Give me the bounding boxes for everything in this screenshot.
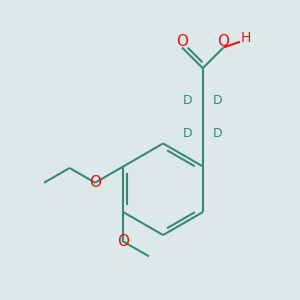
Text: O: O: [218, 34, 230, 49]
Text: O: O: [176, 34, 188, 49]
Text: D: D: [183, 94, 193, 107]
Text: D: D: [213, 94, 222, 107]
Text: D: D: [213, 127, 222, 140]
Text: O: O: [117, 234, 129, 249]
Text: O: O: [89, 175, 101, 190]
Text: H: H: [241, 31, 251, 45]
Text: D: D: [183, 127, 193, 140]
